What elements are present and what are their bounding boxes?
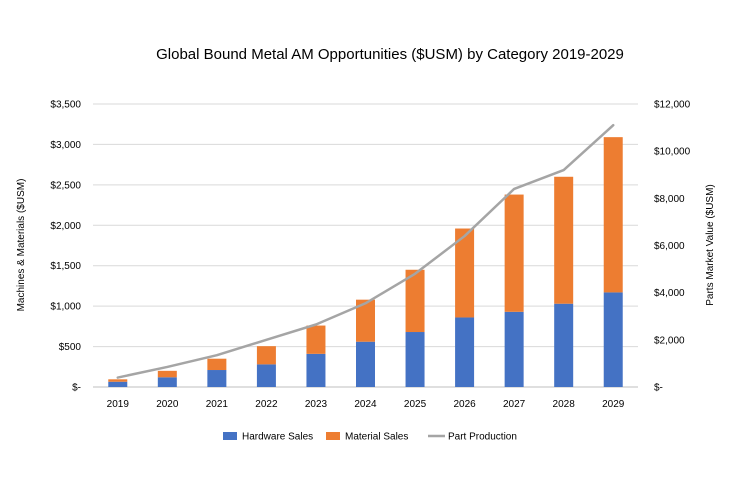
legend-swatch	[326, 432, 340, 440]
left-axis-ticks: $- $500 $1,000 $1,500 $2,000 $2,500 $3,000 $3,5…	[50, 100, 81, 394]
x-tick-label: 2028	[553, 399, 576, 410]
bar-segment	[207, 358, 227, 371]
bar-segment	[157, 377, 177, 387]
bar-segment	[405, 269, 425, 333]
left-tick-label: $2,000	[50, 221, 81, 232]
y2-axis-label: Parts Market Value ($USM)	[705, 184, 716, 306]
y-axis-label: Machines & Materials ($USM)	[16, 179, 27, 312]
x-tick-label: 2023	[305, 399, 328, 410]
right-tick-label: $8,000	[654, 194, 685, 205]
x-tick-label: 2020	[156, 399, 179, 410]
bar-segment	[455, 228, 475, 318]
x-tick-label: 2024	[354, 399, 377, 410]
bar-segment	[108, 379, 128, 382]
legend-label: Material Sales	[345, 432, 408, 443]
right-tick-label: $6,000	[654, 241, 685, 252]
bar-segment	[306, 325, 326, 354]
left-tick-label: $3,000	[50, 140, 81, 151]
bar-segment	[405, 332, 425, 387]
bar-segment	[554, 176, 574, 304]
right-tick-label: $2,000	[654, 335, 685, 346]
right-axis-ticks: $- $2,000 $4,000 $6,000 $8,000 $10,000 $12,000	[654, 100, 691, 394]
bar-segment	[504, 311, 524, 387]
x-tick-label: 2022	[255, 399, 278, 410]
right-tick-label: $12,000	[654, 100, 691, 111]
right-tick-label: $-	[654, 383, 663, 394]
bar-segment	[157, 370, 177, 378]
bar-segment	[207, 370, 227, 387]
right-tick-label: $10,000	[654, 147, 691, 158]
legend-label: Part Production	[448, 432, 517, 443]
bar-segment	[554, 303, 574, 387]
x-axis-ticks: 2019 2020 2021 2022 2023 2024 2025 2026 2027 2028…	[107, 399, 625, 410]
x-tick-label: 2025	[404, 399, 427, 410]
bars	[108, 137, 623, 387]
x-tick-label: 2021	[206, 399, 229, 410]
legend: Hardware Sales Material Sales Part Product…	[223, 432, 517, 443]
bar-segment	[256, 364, 276, 387]
x-tick-label: 2026	[453, 399, 476, 410]
x-tick-label: 2027	[503, 399, 526, 410]
bar-segment	[603, 292, 623, 387]
bar-segment	[306, 353, 326, 387]
left-tick-label: $500	[59, 342, 82, 353]
left-tick-label: $1,000	[50, 302, 81, 313]
bar-segment	[504, 194, 524, 312]
line-series	[116, 123, 615, 379]
legend-label: Hardware Sales	[242, 432, 313, 443]
bar-segment	[356, 341, 375, 387]
left-tick-label: $-	[72, 383, 81, 394]
bar-segment	[256, 346, 276, 365]
x-tick-label: 2029	[602, 399, 625, 410]
legend-swatch	[223, 432, 237, 440]
bar-segment	[108, 381, 128, 387]
bar-segment	[603, 137, 623, 293]
bar-segment	[455, 317, 475, 387]
right-tick-label: $4,000	[654, 288, 685, 299]
chart-title: Global Bound Metal AM Opportunities ($US…	[156, 46, 624, 63]
left-tick-label: $3,500	[50, 100, 81, 111]
left-tick-label: $1,500	[50, 261, 81, 272]
bar-segment	[356, 299, 375, 342]
line-series-path	[116, 123, 615, 379]
x-tick-label: 2019	[107, 399, 130, 410]
left-tick-label: $2,500	[50, 180, 81, 191]
